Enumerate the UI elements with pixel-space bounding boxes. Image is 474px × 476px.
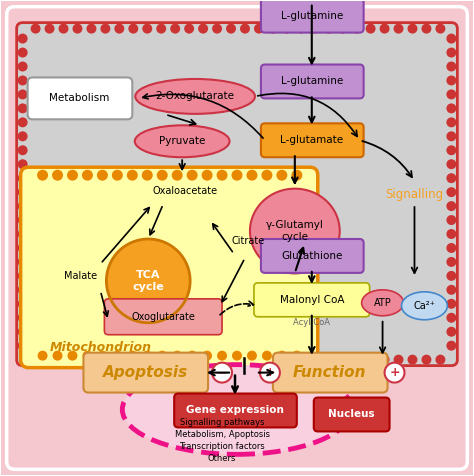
Text: Citrate: Citrate: [231, 236, 264, 246]
Circle shape: [226, 355, 236, 365]
FancyBboxPatch shape: [104, 299, 222, 335]
Text: Mitochondrion: Mitochondrion: [49, 341, 151, 354]
Circle shape: [100, 24, 110, 34]
Circle shape: [37, 351, 47, 361]
Text: Oxoglutarate: Oxoglutarate: [131, 312, 195, 322]
FancyBboxPatch shape: [273, 353, 388, 393]
Circle shape: [393, 355, 403, 365]
Circle shape: [187, 170, 198, 181]
Circle shape: [73, 355, 82, 365]
Circle shape: [447, 271, 456, 281]
Circle shape: [421, 355, 431, 365]
Circle shape: [447, 145, 456, 155]
Circle shape: [86, 24, 96, 34]
FancyBboxPatch shape: [27, 78, 132, 119]
Circle shape: [170, 24, 180, 34]
Circle shape: [18, 341, 27, 351]
FancyBboxPatch shape: [83, 353, 208, 393]
Circle shape: [97, 170, 108, 181]
Circle shape: [352, 24, 362, 34]
Circle shape: [18, 103, 27, 113]
Circle shape: [82, 170, 93, 181]
Ellipse shape: [362, 290, 403, 316]
Circle shape: [276, 170, 287, 181]
Circle shape: [262, 170, 273, 181]
Circle shape: [198, 24, 208, 34]
Ellipse shape: [250, 188, 340, 273]
Circle shape: [18, 76, 27, 86]
Circle shape: [240, 355, 250, 365]
Circle shape: [142, 355, 152, 365]
Circle shape: [142, 24, 152, 34]
Circle shape: [170, 355, 180, 365]
Circle shape: [18, 34, 27, 44]
Circle shape: [337, 355, 347, 365]
Text: Pyruvate: Pyruvate: [159, 136, 205, 146]
Circle shape: [247, 351, 257, 361]
Circle shape: [18, 299, 27, 309]
Circle shape: [73, 24, 82, 34]
Circle shape: [82, 351, 92, 361]
Circle shape: [447, 229, 456, 239]
Circle shape: [421, 24, 431, 34]
Circle shape: [31, 24, 41, 34]
Circle shape: [447, 131, 456, 141]
Circle shape: [436, 355, 446, 365]
Circle shape: [86, 355, 96, 365]
Circle shape: [18, 257, 27, 267]
Circle shape: [447, 76, 456, 86]
Circle shape: [18, 187, 27, 197]
Circle shape: [260, 363, 280, 383]
Circle shape: [296, 24, 306, 34]
Circle shape: [31, 355, 41, 365]
Circle shape: [447, 61, 456, 71]
Circle shape: [18, 243, 27, 253]
Circle shape: [447, 327, 456, 337]
Circle shape: [212, 24, 222, 34]
Circle shape: [365, 24, 375, 34]
Circle shape: [447, 34, 456, 44]
Circle shape: [226, 24, 236, 34]
Text: Apoptosis: Apoptosis: [103, 365, 188, 380]
FancyBboxPatch shape: [17, 23, 457, 366]
Circle shape: [447, 159, 456, 169]
Circle shape: [447, 257, 456, 267]
Circle shape: [380, 355, 390, 365]
Ellipse shape: [122, 365, 352, 455]
Circle shape: [106, 239, 190, 323]
Circle shape: [142, 170, 153, 181]
Ellipse shape: [401, 292, 447, 320]
Circle shape: [408, 24, 418, 34]
Circle shape: [212, 363, 232, 383]
Circle shape: [18, 215, 27, 225]
Text: Signalling pathways
Metabolism, Apoptosis
Transcription factors
Others: Signalling pathways Metabolism, Apoptosi…: [174, 418, 270, 463]
Circle shape: [112, 170, 123, 181]
Circle shape: [310, 355, 320, 365]
FancyBboxPatch shape: [21, 167, 318, 367]
Text: Ca²⁺: Ca²⁺: [413, 301, 436, 311]
FancyBboxPatch shape: [254, 283, 370, 317]
Circle shape: [277, 351, 287, 361]
Text: γ-Glutamyl
cycle: γ-Glutamyl cycle: [266, 220, 324, 242]
Text: +: +: [389, 366, 400, 379]
Circle shape: [114, 355, 124, 365]
Circle shape: [18, 271, 27, 281]
Circle shape: [352, 355, 362, 365]
Circle shape: [37, 170, 48, 181]
Circle shape: [98, 351, 108, 361]
Circle shape: [240, 24, 250, 34]
Circle shape: [268, 355, 278, 365]
Circle shape: [232, 351, 242, 361]
Circle shape: [184, 355, 194, 365]
FancyBboxPatch shape: [261, 0, 364, 32]
Circle shape: [447, 89, 456, 99]
Circle shape: [212, 355, 222, 365]
FancyBboxPatch shape: [314, 397, 390, 431]
Ellipse shape: [135, 125, 229, 157]
Circle shape: [201, 170, 212, 181]
Circle shape: [157, 170, 168, 181]
Circle shape: [58, 24, 69, 34]
Text: L-glutamate: L-glutamate: [280, 135, 343, 145]
Circle shape: [18, 118, 27, 127]
